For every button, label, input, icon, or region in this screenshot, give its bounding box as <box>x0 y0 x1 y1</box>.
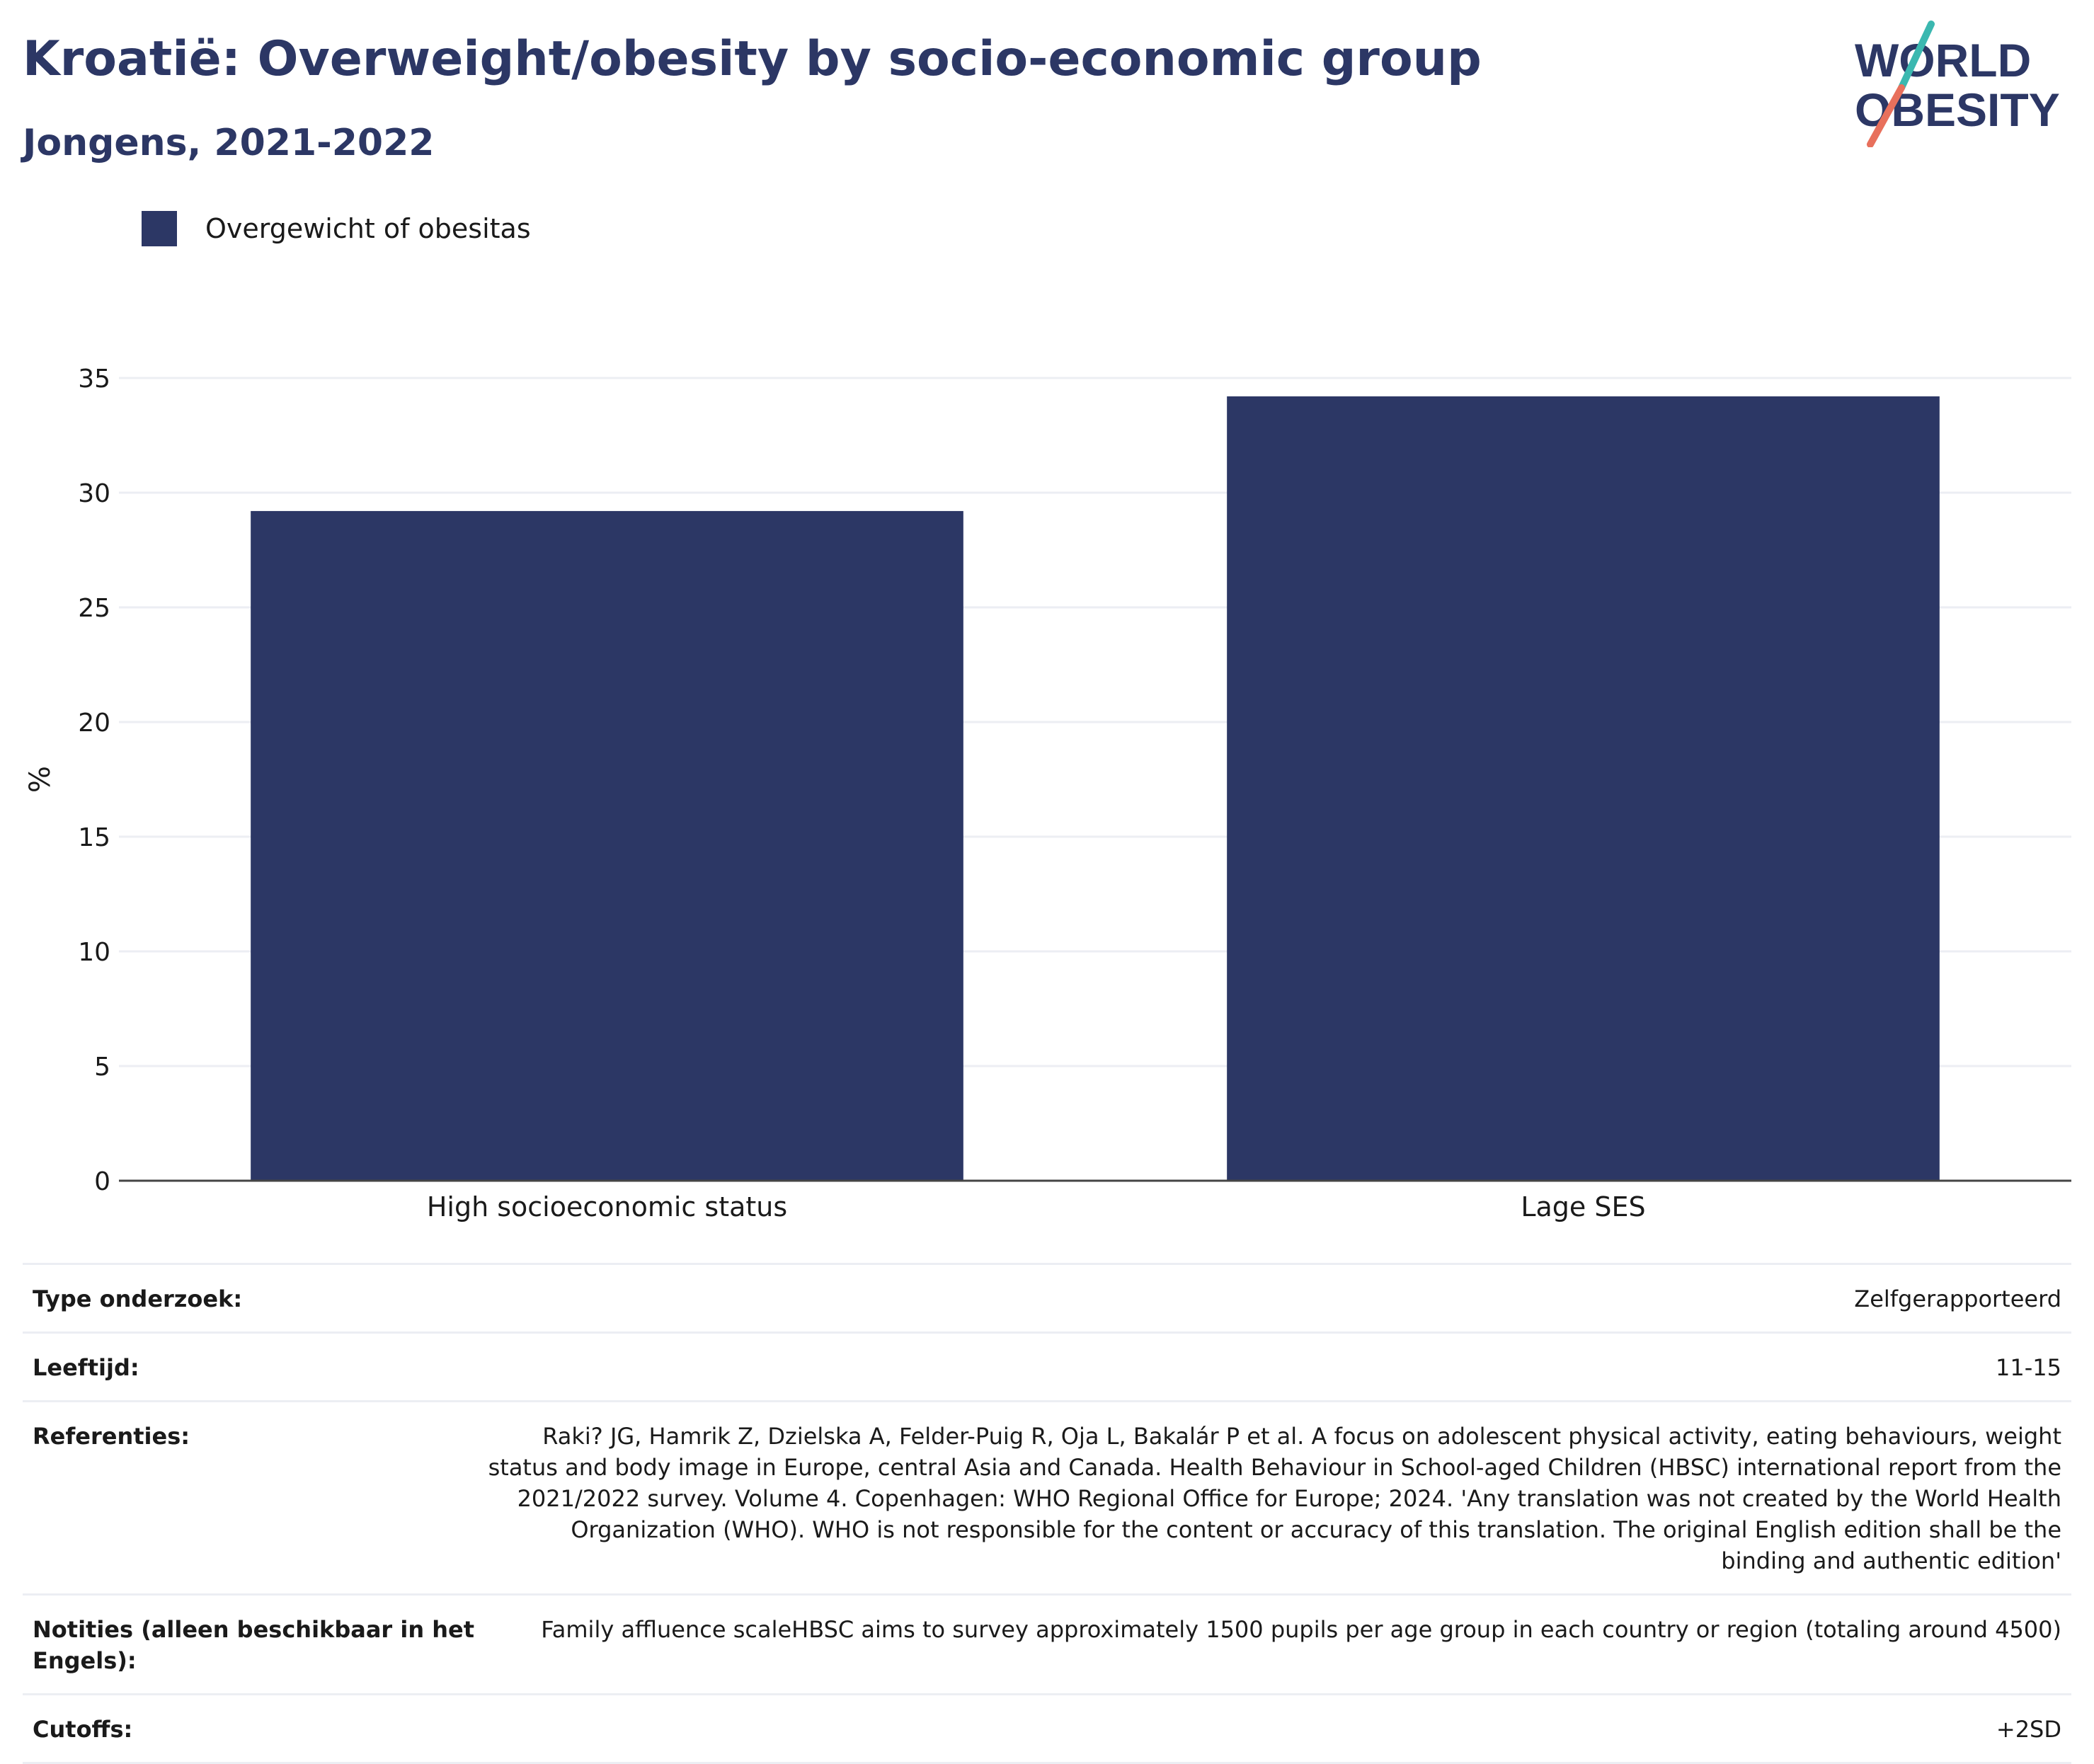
meta-key: Type onderzoek: <box>33 1285 243 1312</box>
meta-row-references: Referenties: Raki? JG, Hamrik Z, Dzielsk… <box>23 1400 2071 1593</box>
y-tick-label: 5 <box>94 1053 110 1082</box>
meta-key: Notities (alleen beschikbaar in het Enge… <box>33 1616 475 1674</box>
meta-row-cutoffs: Cutoffs: +2SD <box>23 1693 2071 1764</box>
y-tick-label: 15 <box>78 823 110 852</box>
bar <box>251 510 963 1181</box>
meta-key: Referenties: <box>33 1423 190 1450</box>
world-obesity-logo: WORLD OBESITY <box>1855 21 2060 147</box>
y-axis-label: % <box>24 766 57 793</box>
meta-value: 11-15 <box>1996 1354 2061 1381</box>
y-tick-label: 10 <box>78 938 110 967</box>
y-tick-label: 0 <box>94 1167 110 1196</box>
legend[interactable]: Overgewicht of obesitas <box>142 211 531 246</box>
meta-value: Zelfgerapporteerd <box>1854 1285 2061 1312</box>
y-tick-label: 25 <box>78 594 110 623</box>
chart-subtitle: Jongens, 2021-2022 <box>23 122 435 164</box>
bar-chart: 0 5 10 15 20 25 30 35% High socioeconomic status… <box>24 365 2071 1222</box>
metadata-table: Type onderzoek: Zelfgerapporteerd Leefti… <box>23 1263 2071 1764</box>
meta-value: Family affluence scaleHBSC aims to surve… <box>541 1616 2061 1643</box>
legend-swatch <box>142 211 177 246</box>
meta-value: +2SD <box>1996 1716 2061 1743</box>
x-tick-label: High socioeconomic status <box>427 1191 787 1222</box>
svg-text:WORLD: WORLD <box>1855 34 2031 86</box>
y-tick-label: 20 <box>78 709 110 738</box>
meta-value: Raki? JG, Hamrik Z, Dzielska A, Felder-P… <box>488 1423 2061 1574</box>
meta-row-survey-type: Type onderzoek: Zelfgerapporteerd <box>23 1263 2071 1331</box>
y-tick-label: 35 <box>78 365 110 394</box>
y-tick-label: 30 <box>78 479 110 508</box>
meta-key: Cutoffs: <box>33 1716 133 1743</box>
meta-row-notes: Notities (alleen beschikbaar in het Enge… <box>23 1593 2071 1693</box>
x-tick-label: Lage SES <box>1521 1191 1645 1222</box>
chart-title: Kroatië: Overweight/obesity by socio-eco… <box>23 31 1482 87</box>
meta-key: Leeftijd: <box>33 1354 139 1381</box>
meta-row-age: Leeftijd: 11-15 <box>23 1331 2071 1400</box>
bar <box>1227 396 1940 1181</box>
legend-label: Overgewicht of obesitas <box>205 213 531 244</box>
